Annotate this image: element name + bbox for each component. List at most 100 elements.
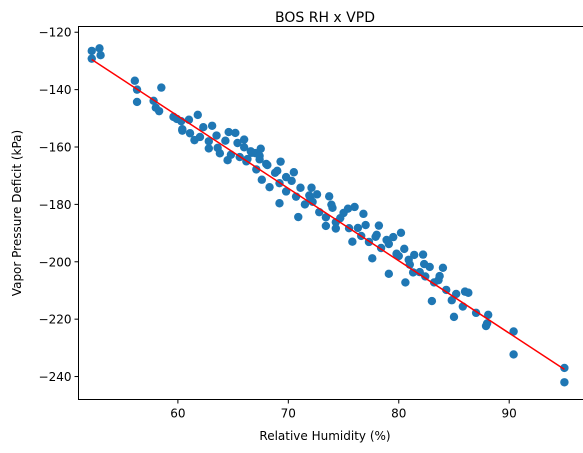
- scatter-point: [401, 278, 410, 287]
- scatter-point: [509, 327, 518, 336]
- scatter-point: [233, 138, 242, 148]
- scatter-point: [305, 191, 314, 200]
- scatter-point: [389, 232, 398, 242]
- scatter-point: [308, 197, 317, 207]
- scatter-point: [204, 137, 214, 146]
- y-axis: −120 −140 −160 −180 −200 −220 −240: [39, 26, 79, 384]
- scatter-point: [321, 221, 331, 231]
- scatter-point: [419, 259, 429, 269]
- scatter-point: [231, 128, 240, 138]
- y-tick-label: −180: [39, 198, 72, 212]
- scatter-point: [221, 136, 230, 145]
- scatter-point: [130, 76, 140, 85]
- scatter-point: [212, 131, 221, 140]
- scatter-point: [382, 235, 391, 245]
- scatter-point: [243, 154, 252, 164]
- scatter-point: [281, 172, 291, 182]
- scatter-point: [215, 149, 225, 158]
- scatter-point: [224, 127, 233, 137]
- scatter-point: [560, 378, 569, 387]
- scatter-point: [239, 143, 249, 152]
- scatter-point: [484, 310, 493, 320]
- scatter-point: [178, 125, 187, 134]
- scatter-point: [368, 254, 377, 263]
- scatter-point: [190, 135, 199, 145]
- scatter-point: [193, 110, 202, 120]
- scatter-point: [442, 285, 451, 295]
- scatter-point: [96, 50, 105, 60]
- scatter-point: [199, 123, 208, 132]
- scatter-point: [434, 275, 443, 285]
- y-axis-label: Vapor Pressure Deficit (kPa): [10, 130, 24, 296]
- scatter-point: [408, 268, 418, 277]
- scatter-point: [327, 200, 336, 209]
- y-tick-label: −120: [39, 26, 72, 40]
- scatter-point: [451, 289, 461, 299]
- scatter-point: [404, 255, 413, 264]
- x-tick-label: 60: [170, 407, 185, 421]
- scatter-point: [252, 165, 261, 174]
- scatter-point: [331, 224, 341, 233]
- scatter-point: [421, 272, 430, 281]
- scatter-point: [207, 121, 217, 130]
- scatter-point: [204, 144, 214, 153]
- scatter-point: [154, 106, 164, 116]
- scatter-point: [374, 221, 384, 230]
- y-tick-label: −140: [39, 83, 72, 97]
- scatter-point: [359, 209, 368, 219]
- scatter-point: [464, 288, 473, 297]
- x-axis: 60 70 80 90: [170, 399, 517, 421]
- scatter-point: [400, 244, 409, 254]
- regression-line: [91, 58, 565, 370]
- x-tick-label: 90: [502, 407, 517, 421]
- scatter-point: [87, 46, 96, 56]
- scatter-point: [132, 97, 142, 107]
- scatter-point: [185, 129, 195, 138]
- scatter-point: [560, 363, 569, 373]
- scatter-point: [438, 263, 448, 272]
- scatter-point: [410, 250, 419, 260]
- scatter-point: [449, 312, 459, 322]
- chart-title: BOS RH x VPD: [275, 10, 375, 26]
- scatter-point: [343, 204, 353, 213]
- scatter-point: [294, 212, 303, 222]
- scatter-point: [256, 144, 265, 153]
- scatter-point: [312, 190, 322, 199]
- scatter-point: [95, 44, 104, 53]
- scatter-point: [239, 135, 249, 144]
- scatter-point: [281, 187, 291, 196]
- plot-frame: [78, 26, 583, 400]
- scatter-point: [371, 232, 380, 242]
- scatter-point: [263, 160, 272, 170]
- x-tick-label: 80: [391, 407, 406, 421]
- scatter-point: [223, 156, 232, 165]
- scatter-point: [275, 199, 284, 208]
- scatter-point: [396, 228, 406, 237]
- x-tick-label: 70: [281, 407, 296, 421]
- y-tick-label: −200: [39, 255, 72, 269]
- scatter-point: [307, 183, 316, 192]
- scatter-point: [276, 157, 285, 166]
- scatter-point: [353, 223, 363, 233]
- scatter-point: [273, 166, 282, 176]
- scatter-point: [361, 220, 370, 230]
- plot-area: [87, 44, 569, 387]
- scatter-point: [509, 350, 518, 359]
- scatter-point: [257, 175, 267, 184]
- scatter-point: [157, 83, 166, 92]
- scatter-point: [300, 200, 310, 209]
- scatter-point: [384, 269, 394, 279]
- x-axis-label: Relative Humidity (%): [259, 429, 390, 443]
- scatter-point: [350, 202, 359, 212]
- scatter-point: [246, 147, 255, 156]
- scatter-point: [265, 182, 274, 192]
- scatter-point: [296, 183, 305, 192]
- y-tick-label: −160: [39, 141, 72, 155]
- scatter-point: [348, 237, 357, 246]
- y-tick-label: −240: [39, 370, 72, 384]
- scatter-point: [324, 192, 334, 201]
- y-tick-label: −220: [39, 313, 72, 327]
- scatter-point: [482, 319, 492, 328]
- scatter-point: [418, 250, 428, 259]
